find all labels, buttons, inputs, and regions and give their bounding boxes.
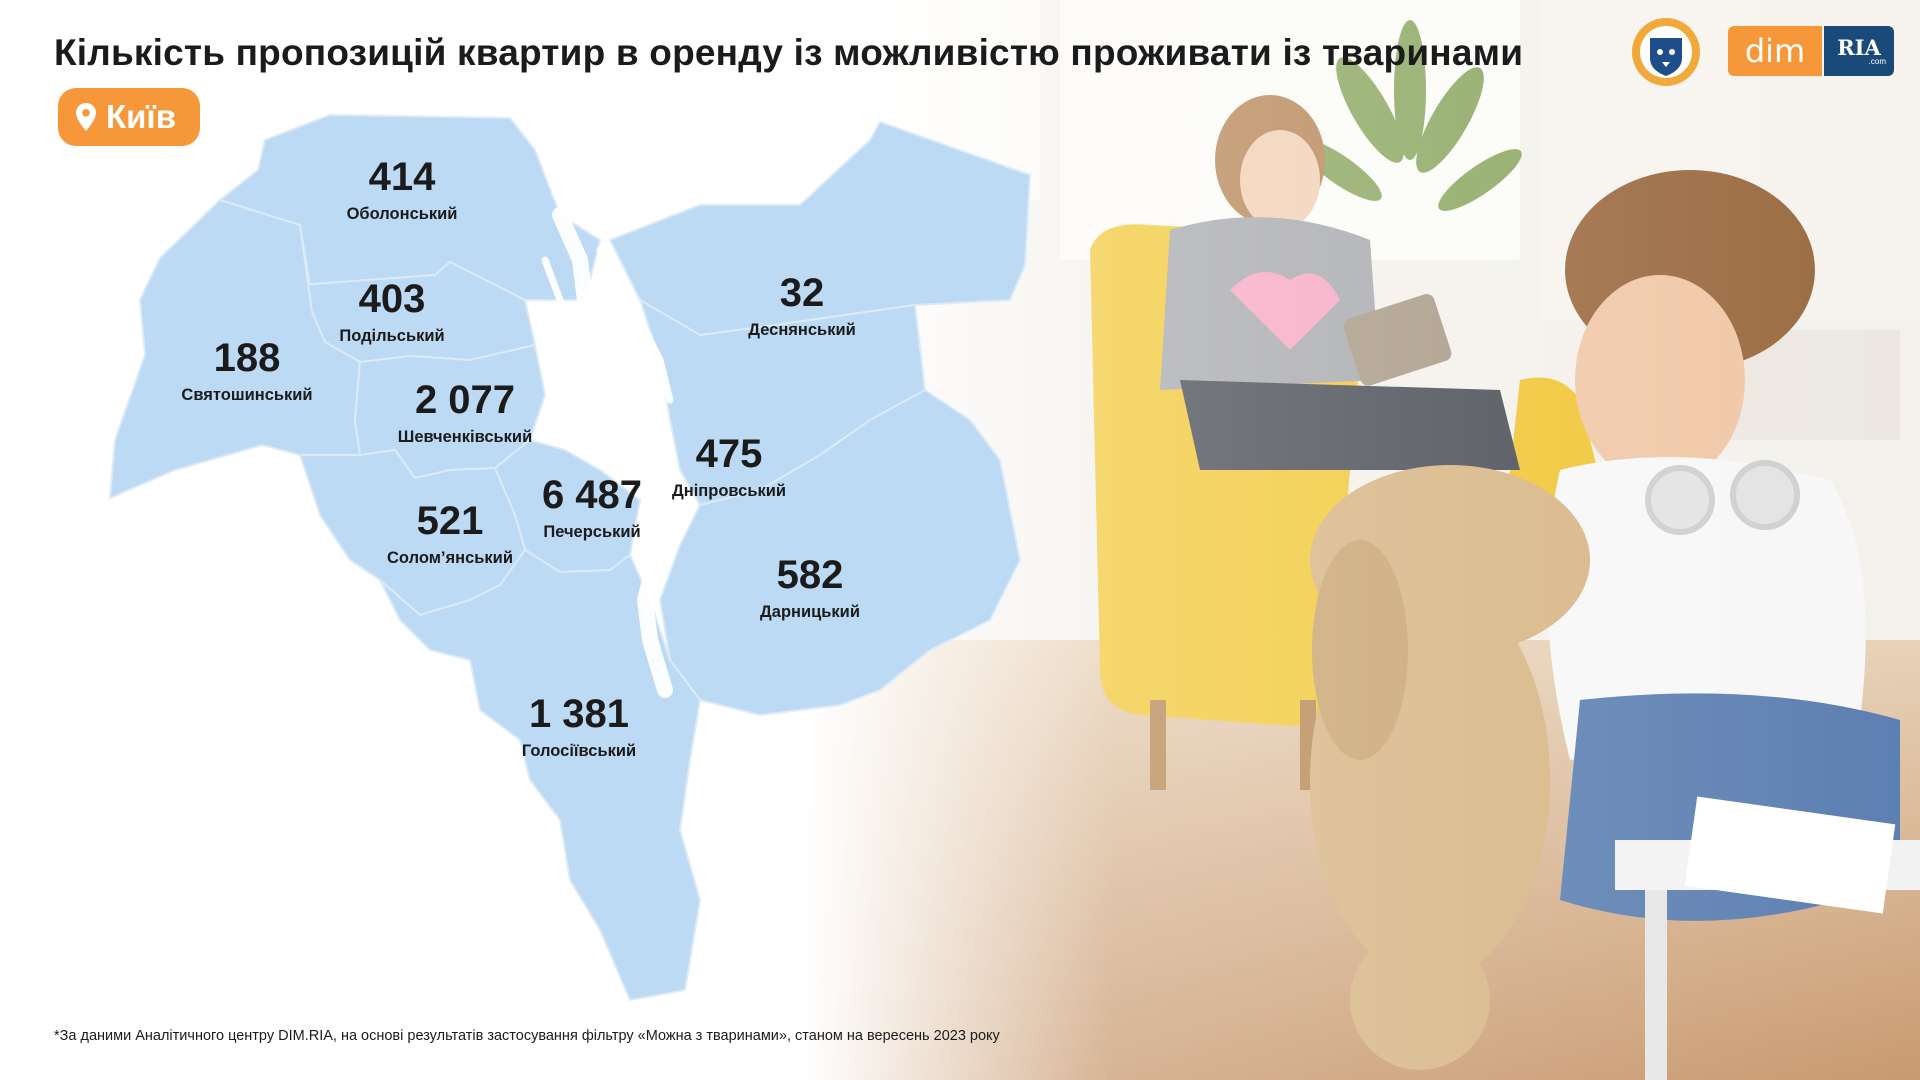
- district-value: 32: [780, 271, 825, 315]
- dnipro-river: [541, 207, 674, 698]
- district-area: [658, 388, 1022, 717]
- district-value: 1 381: [529, 692, 629, 736]
- district-name: Подільський: [339, 327, 444, 345]
- district-value: 414: [369, 155, 436, 199]
- district-value: 521: [417, 499, 484, 543]
- district-name: Печерський: [543, 523, 640, 541]
- ria-logo-text: RIA: [1837, 34, 1881, 60]
- district-area: [379, 548, 702, 1002]
- district-value: 188: [214, 336, 281, 380]
- district-name: Солом’янський: [387, 549, 513, 567]
- district-value: 403: [359, 277, 426, 321]
- ria-logo: RIA .com: [1824, 26, 1894, 76]
- river-channel: [541, 256, 614, 454]
- district-name: Деснянський: [748, 321, 856, 339]
- district-name: Дарницький: [760, 603, 860, 621]
- city-badge: Київ: [58, 88, 200, 146]
- dim-logo: dim: [1728, 26, 1822, 76]
- district-value: 6 487: [542, 473, 642, 517]
- location-pin-icon: [76, 103, 96, 131]
- map-districts: [108, 113, 1032, 1002]
- city-label: Київ: [106, 98, 176, 135]
- district-name: Дніпровський: [672, 482, 786, 500]
- map-labels: 414 Оболонський 403 Подільський 188 Святошинс…: [181, 155, 860, 760]
- district-name: Шевченківський: [398, 428, 532, 446]
- footnote: *За даними Аналітичного центру DIM.RIA, …: [54, 1028, 1000, 1044]
- district-value: 475: [696, 432, 763, 476]
- river-channel: [596, 246, 674, 404]
- district-value: 582: [777, 553, 844, 597]
- district-name: Голосіївський: [522, 742, 636, 760]
- ria-logo-domain: .com: [1868, 56, 1886, 66]
- page-title: Кількість пропозицій квартир в оренду із…: [54, 32, 1524, 73]
- river-channel: [552, 207, 673, 698]
- district-name: Святошинський: [181, 386, 312, 404]
- district-name: Оболонський: [347, 205, 458, 223]
- district-value: 2 077: [415, 378, 515, 422]
- lion-emblem-icon: [1632, 18, 1700, 86]
- district-area: [108, 198, 362, 500]
